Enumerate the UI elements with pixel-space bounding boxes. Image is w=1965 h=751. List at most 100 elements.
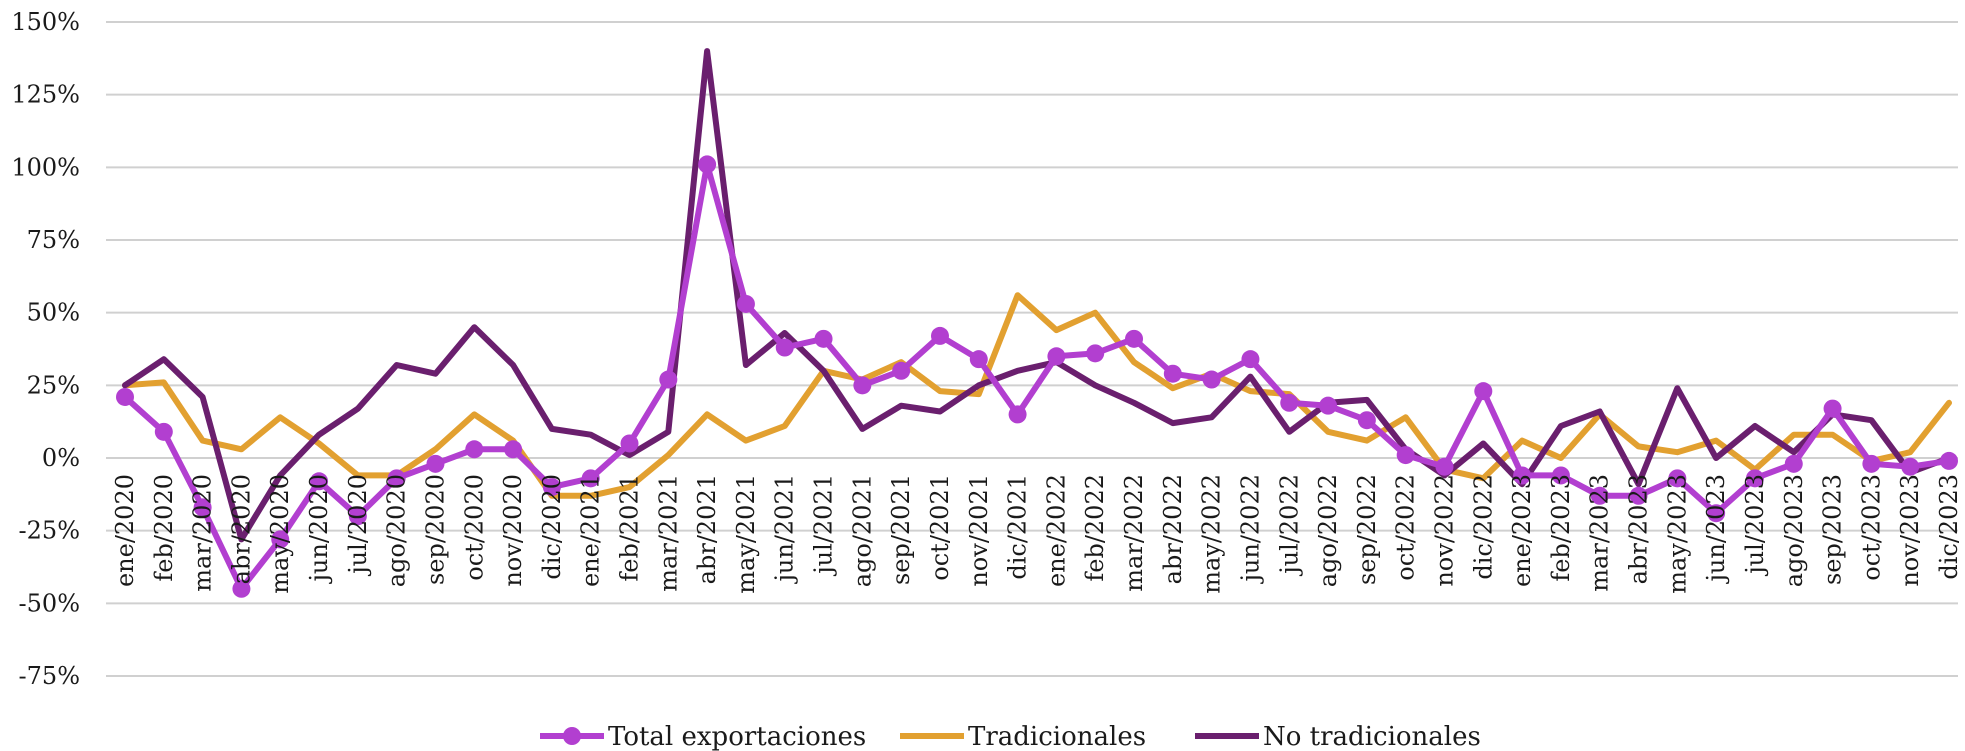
x-tick-label: may/2020 bbox=[266, 474, 294, 594]
series-line bbox=[122, 48, 1952, 543]
data-point bbox=[1357, 411, 1376, 430]
y-tick-label: -25% bbox=[19, 517, 80, 545]
x-tick-label: jul/2023 bbox=[1741, 474, 1769, 577]
x-tick-label: nov/2022 bbox=[1430, 474, 1458, 587]
data-point bbox=[853, 376, 872, 395]
x-tick-label: ago/2023 bbox=[1780, 474, 1808, 587]
data-point bbox=[193, 498, 212, 517]
x-tick-label: feb/2023 bbox=[1547, 474, 1575, 582]
x-tick-label: mar/2021 bbox=[654, 474, 682, 592]
x-tick-label: feb/2022 bbox=[1081, 474, 1109, 582]
legend-label: No tradicionales bbox=[1263, 722, 1481, 751]
x-tick-label: ene/2020 bbox=[111, 474, 139, 587]
x-tick-label: sep/2022 bbox=[1353, 474, 1381, 585]
data-point bbox=[620, 434, 639, 453]
data-point bbox=[892, 361, 911, 380]
data-point bbox=[1396, 446, 1415, 465]
legend: Total exportaciones Tradicionales No tradi… bbox=[540, 722, 1481, 751]
series-total-exportaciones bbox=[116, 155, 1958, 598]
y-tick-label: 50% bbox=[27, 299, 80, 327]
x-tick-label: abr/2023 bbox=[1625, 474, 1653, 584]
data-point bbox=[775, 338, 794, 357]
x-tick-label: dic/2022 bbox=[1469, 474, 1497, 580]
data-point bbox=[1435, 457, 1454, 476]
x-tick-label: sep/2021 bbox=[887, 474, 915, 585]
x-tick-label: nov/2021 bbox=[965, 474, 993, 587]
x-tick-label: nov/2023 bbox=[1896, 474, 1924, 587]
x-tick-label: jul/2022 bbox=[1275, 474, 1303, 577]
data-point bbox=[348, 507, 367, 526]
series-line bbox=[122, 292, 1952, 499]
x-tick-label: mar/2023 bbox=[1586, 474, 1614, 592]
series-no-tradicionales bbox=[122, 48, 1952, 543]
x-tick-label: jun/2021 bbox=[771, 474, 799, 585]
data-point bbox=[271, 530, 290, 549]
y-tick-label: 25% bbox=[27, 371, 80, 399]
legend-item: Tradicionales bbox=[900, 722, 1146, 751]
legend-item: No tradicionales bbox=[1195, 722, 1481, 751]
x-tick-label: sep/2020 bbox=[421, 474, 449, 585]
x-tick-label: abr/2022 bbox=[1159, 474, 1187, 584]
data-point bbox=[930, 326, 949, 345]
x-tick-label: abr/2021 bbox=[693, 474, 721, 584]
data-point bbox=[1590, 486, 1609, 505]
data-point bbox=[1629, 486, 1648, 505]
data-point bbox=[1784, 454, 1803, 473]
data-point bbox=[1862, 454, 1881, 473]
x-tick-label: oct/2023 bbox=[1857, 474, 1885, 581]
x-axis-tick-labels: ene/2020 feb/2020 mar/2020 abr/2020 may/2020… bbox=[111, 474, 1963, 594]
y-tick-label: -75% bbox=[19, 662, 80, 690]
legend-label: Total exportaciones bbox=[608, 722, 866, 751]
y-tick-label: 150% bbox=[11, 8, 80, 36]
x-tick-label: jun/2022 bbox=[1236, 474, 1264, 585]
data-point bbox=[1008, 405, 1027, 424]
data-point bbox=[1163, 364, 1182, 383]
series-lines bbox=[116, 48, 1958, 598]
x-tick-label: sep/2023 bbox=[1819, 474, 1847, 585]
y-tick-label: -50% bbox=[19, 589, 80, 617]
x-tick-label: jun/2020 bbox=[305, 474, 333, 585]
x-tick-label: mar/2020 bbox=[189, 474, 217, 592]
x-tick-label: mar/2022 bbox=[1120, 474, 1148, 592]
data-point bbox=[698, 155, 717, 174]
legend-marker bbox=[563, 727, 581, 745]
x-tick-label: may/2023 bbox=[1663, 474, 1691, 594]
data-point bbox=[1047, 347, 1066, 366]
data-point bbox=[1474, 382, 1493, 401]
data-point bbox=[542, 478, 561, 497]
data-point bbox=[736, 294, 755, 313]
data-point bbox=[116, 387, 134, 406]
gridlines bbox=[106, 21, 1958, 677]
data-point bbox=[969, 350, 988, 369]
data-point bbox=[1668, 469, 1687, 488]
y-tick-label: 75% bbox=[27, 226, 80, 254]
x-tick-label: jun/2023 bbox=[1702, 474, 1730, 585]
data-point bbox=[659, 370, 678, 389]
data-point bbox=[1745, 469, 1764, 488]
data-point bbox=[465, 440, 484, 459]
x-tick-label: may/2022 bbox=[1198, 474, 1226, 594]
y-tick-label: 100% bbox=[11, 153, 80, 181]
data-point bbox=[1513, 466, 1532, 485]
data-point bbox=[581, 469, 600, 488]
x-tick-label: ago/2022 bbox=[1314, 474, 1342, 587]
y-tick-label: 0% bbox=[42, 444, 80, 472]
x-tick-label: ago/2021 bbox=[848, 474, 876, 587]
x-tick-label: may/2021 bbox=[732, 474, 760, 594]
data-point bbox=[426, 454, 445, 473]
data-point bbox=[1241, 350, 1260, 369]
x-tick-label: feb/2020 bbox=[150, 474, 178, 582]
data-point bbox=[1940, 451, 1958, 470]
x-tick-label: dic/2020 bbox=[538, 474, 566, 580]
legend-item: Total exportaciones bbox=[540, 722, 866, 751]
x-tick-label: oct/2022 bbox=[1392, 474, 1420, 581]
x-tick-label: ene/2023 bbox=[1508, 474, 1536, 587]
data-point bbox=[1086, 344, 1105, 363]
x-tick-label: oct/2021 bbox=[926, 474, 954, 581]
data-point bbox=[232, 579, 251, 598]
legend-label: Tradicionales bbox=[968, 722, 1146, 751]
data-point bbox=[1202, 370, 1221, 389]
x-tick-label: jul/2020 bbox=[344, 474, 372, 577]
data-point bbox=[1319, 396, 1338, 415]
